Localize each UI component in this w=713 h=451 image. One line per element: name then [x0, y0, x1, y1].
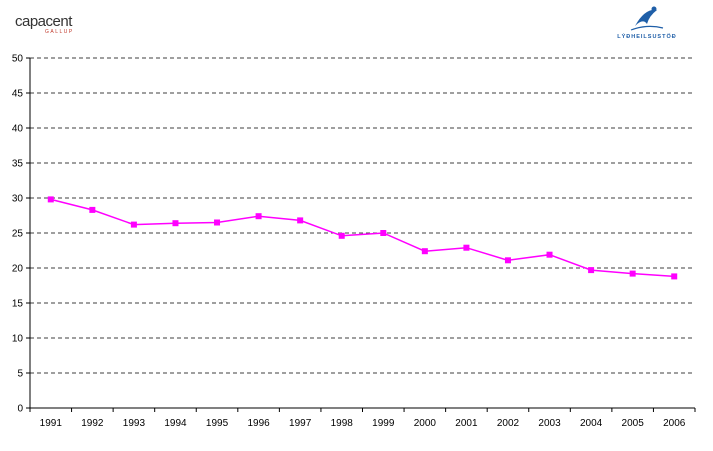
- series-line: [50, 198, 675, 278]
- y-tick-label: 5: [17, 369, 23, 380]
- x-tick-label: 1992: [81, 418, 104, 429]
- data-point: [421, 248, 428, 255]
- data-point: [297, 217, 304, 224]
- y-tick-label: 35: [12, 159, 24, 170]
- data-point: [214, 219, 221, 226]
- capacent-gallup-logo: capacent GALLUP: [15, 14, 85, 42]
- data-point: [172, 220, 179, 227]
- data-point: [89, 206, 96, 213]
- data-point: [463, 244, 470, 251]
- y-tick-label: 40: [12, 124, 24, 135]
- data-point: [338, 232, 345, 239]
- x-tick-label: 1993: [123, 418, 146, 429]
- y-tick-label: 50: [12, 54, 24, 65]
- y-tick-label: 15: [12, 299, 24, 310]
- data-point: [629, 270, 636, 277]
- y-tick-label: 25: [12, 229, 24, 240]
- axes: [26, 57, 696, 412]
- x-tick-label: 2001: [455, 418, 478, 429]
- y-tick-label: 0: [17, 404, 23, 415]
- data-point: [380, 230, 387, 236]
- x-tick-label: 2004: [580, 418, 603, 429]
- x-tick-label: 1999: [372, 418, 395, 429]
- x-tick-label: 2006: [663, 418, 686, 429]
- data-point: [546, 251, 553, 258]
- y-tick-label: 45: [12, 89, 24, 100]
- x-tick-label: 2002: [497, 418, 520, 429]
- x-tick-label: 2000: [414, 418, 437, 429]
- data-point: [671, 273, 678, 280]
- y-tick-label: 30: [12, 194, 24, 205]
- x-tick-label: 2003: [538, 418, 561, 429]
- x-tick-label: 1998: [331, 418, 354, 429]
- data-point: [588, 267, 595, 274]
- y-tick-label: 20: [12, 264, 24, 275]
- x-tick-label: 1991: [40, 418, 63, 429]
- y-axis-tick-labels: 0 5 10 15 20 25 30 35 40 45 50: [12, 54, 24, 415]
- gallup-logo-text: GALLUP: [45, 29, 74, 35]
- lydheilsustod-logo: LÝÐHEILSUSTÖÐ: [612, 4, 682, 44]
- grid-lines: [30, 57, 695, 374]
- y-tick-label: 10: [12, 334, 24, 345]
- data-point: [130, 221, 137, 228]
- x-tick-label: 1996: [247, 418, 270, 429]
- data-series: [47, 196, 678, 280]
- capacent-logo-text: capacent: [15, 13, 72, 30]
- x-tick-label: 1994: [164, 418, 187, 429]
- data-point: [47, 196, 54, 203]
- x-tick-label: 1997: [289, 418, 312, 429]
- x-tick-label: 2005: [622, 418, 645, 429]
- lydheilsustod-logo-text: LÝÐHEILSUSTÖÐ: [617, 34, 677, 40]
- data-point: [504, 257, 511, 264]
- figure-icon: [630, 6, 664, 31]
- x-tick-label: 1995: [206, 418, 229, 429]
- x-axis-tick-labels: 1991 1992 1993 1994 1995 1996 1997 1998 1999 2000…: [40, 418, 686, 429]
- data-point: [255, 213, 262, 220]
